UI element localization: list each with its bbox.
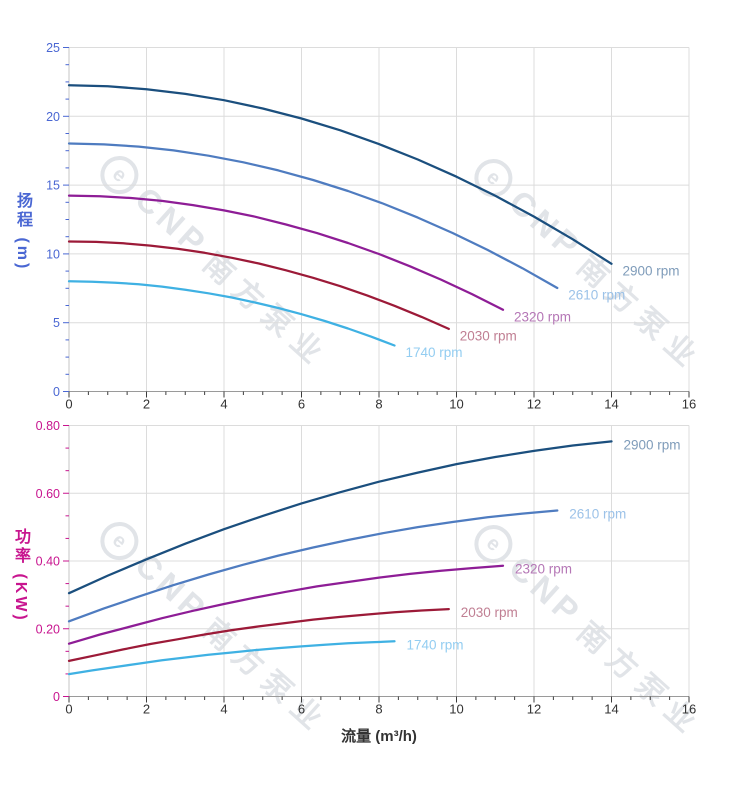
series-label-2610-rpm: 2610 rpm: [568, 288, 625, 303]
x-tick-label: 8: [375, 397, 382, 412]
y-tick-label: 0.40: [36, 555, 60, 569]
curve-2030-rpm: [67, 240, 450, 331]
x-tick-label: 2: [143, 702, 150, 717]
y-tick-label: 0.60: [36, 487, 60, 501]
x-tick-label: 2: [143, 397, 150, 412]
curve-1740-rpm: [67, 280, 396, 347]
x-tick-label: 0: [65, 397, 72, 412]
x-tick-label: 0: [65, 702, 72, 717]
x-tick-label: 12: [527, 702, 541, 717]
y-tick-label: 5: [53, 316, 60, 330]
series-label-2900-rpm: 2900 rpm: [624, 437, 681, 452]
y-tick-label: 0: [53, 385, 60, 399]
y-tick-label: 0.20: [36, 622, 60, 636]
x-tick-label: 12: [527, 397, 541, 412]
x-tick-label: 6: [298, 397, 305, 412]
series-label-2900-rpm: 2900 rpm: [623, 263, 680, 278]
y-tick-label: 25: [46, 41, 60, 55]
x-tick-label: 8: [375, 702, 382, 717]
x-tick-label: 6: [298, 702, 305, 717]
x-tick-label: 10: [449, 702, 463, 717]
curve-2320-rpm: [67, 564, 505, 645]
y-tick-label: 20: [46, 110, 60, 124]
y-tick-label: 15: [46, 179, 60, 193]
head-axis-title: 扬程 (m): [14, 192, 31, 272]
curve-2900-rpm: [67, 84, 613, 265]
x-tick-label: 4: [220, 397, 227, 412]
flow-axis-title: 流量 (m³/h): [341, 728, 417, 745]
series-label-2320-rpm: 2320 rpm: [514, 309, 571, 324]
x-tick-label: 14: [604, 702, 618, 717]
series-label-2030-rpm: 2030 rpm: [461, 605, 518, 620]
series-label-2320-rpm: 2320 rpm: [515, 562, 572, 577]
y-tick-label: 10: [46, 247, 60, 261]
curve-2610-rpm: [67, 142, 559, 290]
series-label-1740-rpm: 1740 rpm: [407, 637, 464, 652]
x-tick-label: 14: [604, 397, 618, 412]
curve-2610-rpm: [67, 509, 559, 623]
power-axis-title: 功率 (KW): [12, 528, 29, 623]
curve-2900-rpm: [67, 440, 613, 595]
series-label-2030-rpm: 2030 rpm: [460, 328, 517, 343]
x-tick-label: 10: [449, 397, 463, 412]
curve-1740-rpm: [67, 640, 396, 676]
y-tick-label: 0: [53, 690, 60, 704]
curve-2320-rpm: [67, 194, 505, 311]
series-label-2610-rpm: 2610 rpm: [569, 507, 626, 522]
series-label-1740-rpm: 1740 rpm: [406, 345, 463, 360]
x-tick-label: 4: [220, 702, 227, 717]
x-tick-label: 16: [682, 702, 696, 717]
x-tick-label: 16: [682, 397, 696, 412]
y-tick-label: 0.80: [36, 419, 60, 433]
curve-2030-rpm: [67, 607, 450, 663]
